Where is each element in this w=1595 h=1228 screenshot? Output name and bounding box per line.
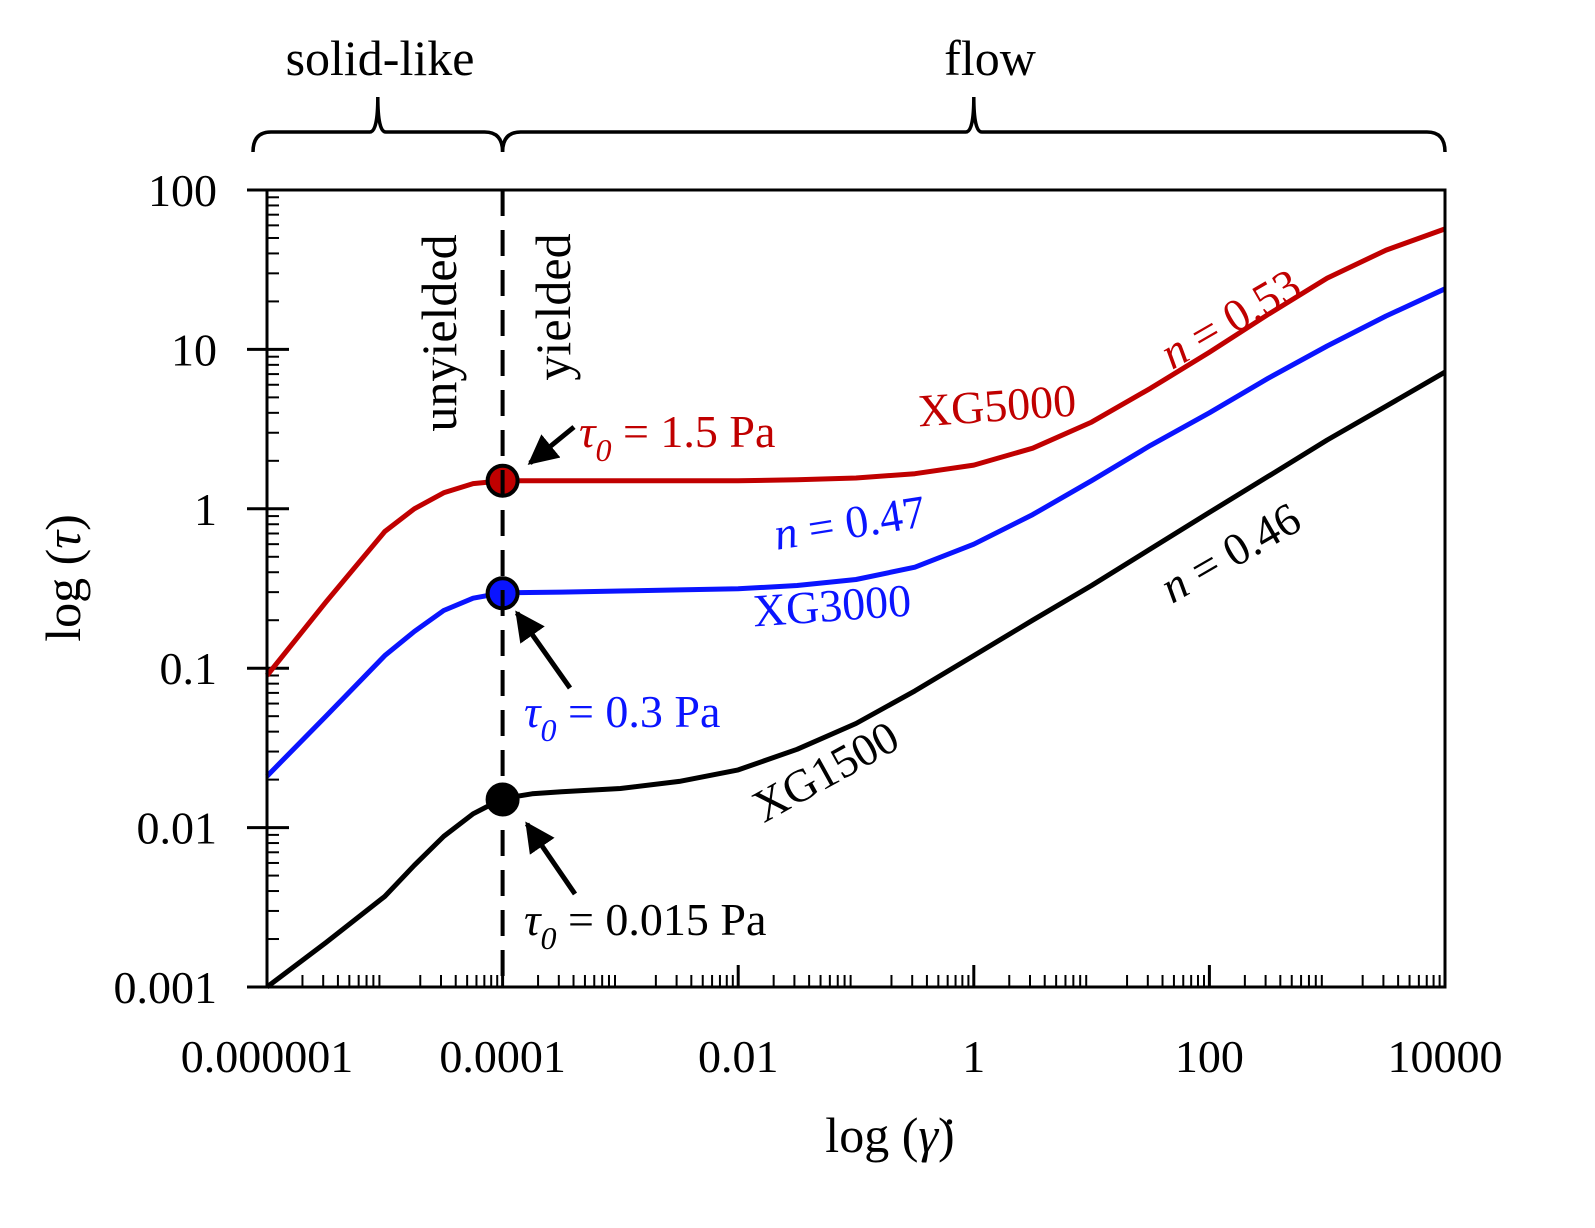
flow-label: flow	[944, 30, 1036, 86]
y-tick-label: 0.1	[160, 643, 218, 694]
xg1500-tau0-arrow	[524, 821, 578, 896]
minor-ticks	[267, 196, 1441, 987]
x-tick-label: 10000	[1388, 1031, 1503, 1082]
xg5000-series-label: XG5000	[916, 375, 1078, 437]
y-tick-labels: 0.001 0.01 0.1 1 10 100	[114, 165, 218, 1013]
x-tick-label: 0.0001	[439, 1031, 566, 1082]
xg5000-tau0-arrow	[527, 425, 576, 465]
xg5000-curve	[265, 226, 1446, 678]
unyielded-label: unyielded	[411, 234, 467, 431]
xg3000-tau0-label: τ0 = 0.3 Pa	[524, 686, 720, 748]
flow-brace	[500, 96, 1447, 153]
x-tick-label: 100	[1175, 1031, 1244, 1082]
xg3000-n-label: n = 0.47	[770, 486, 929, 560]
y-tick-label: 1	[194, 484, 217, 535]
xg5000-n-label: n = 0.53	[1151, 258, 1309, 378]
xg1500-series-label: XG1500	[744, 711, 907, 832]
y-tick-label: 10	[171, 324, 217, 375]
y-tick-label: 0.01	[137, 803, 218, 854]
xg3000-curve	[265, 286, 1447, 778]
xg3000-series-label: XG3000	[751, 575, 913, 637]
y-tick-label: 0.001	[114, 962, 218, 1013]
x-axis-title: log (γ̇)	[825, 1107, 954, 1163]
xg1500-tau0-label: τ0 = 0.015 Pa	[524, 894, 766, 956]
solid-like-brace	[251, 96, 505, 153]
plot-frame	[265, 188, 1447, 989]
xg1500-n-label: n = 0.46	[1151, 492, 1309, 612]
x-tick-label: 1	[962, 1031, 985, 1082]
x-tick-label: 0.01	[698, 1031, 779, 1082]
xg3000-tau0-arrow	[514, 610, 573, 690]
yielded-label: yielded	[525, 233, 581, 380]
xg5000-tau0-label: τ0 = 1.5 Pa	[579, 406, 775, 468]
solid-like-label: solid-like	[286, 30, 475, 86]
xg1500-curve	[265, 369, 1447, 989]
y-axis-title: log (τ)	[35, 514, 91, 642]
y-tick-label: 100	[148, 165, 217, 216]
x-tick-label: 0.000001	[181, 1031, 354, 1082]
x-tick-labels: 0.000001 0.0001 0.01 1 100 10000	[181, 1031, 1503, 1082]
